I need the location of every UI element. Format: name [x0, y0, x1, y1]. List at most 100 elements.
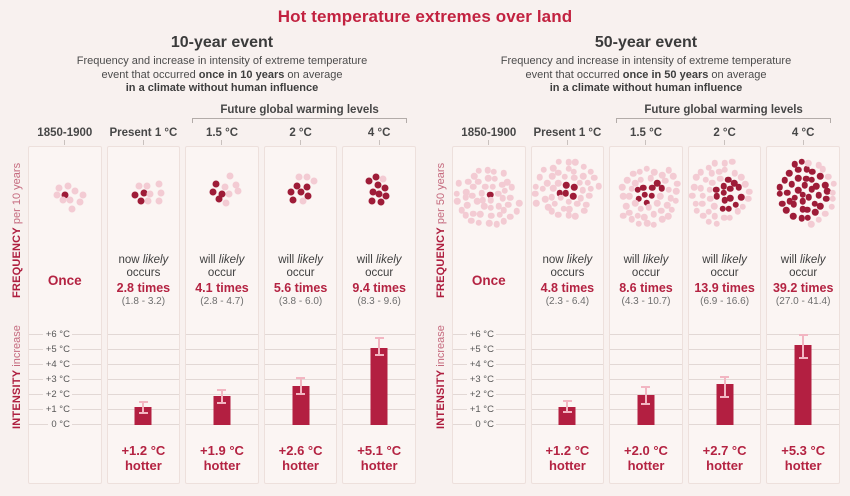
occurrence-dot-empty [499, 195, 507, 202]
occurrence-dot-empty [587, 185, 594, 193]
frequency-text: Once [453, 247, 525, 315]
occurrence-dot-filled [805, 193, 812, 201]
occurrence-dot-empty [571, 212, 579, 220]
occurrence-dot-filled [654, 180, 661, 187]
bracket-line [616, 117, 831, 123]
subtitle-line-1: Frequency and increase in intensity of e… [76, 55, 368, 67]
intensity-axis-bold: INTENSITY [11, 369, 23, 429]
occurrence-dot-empty [667, 195, 674, 202]
occurrence-dot-filled [140, 189, 148, 197]
occurrence-dot-empty [647, 174, 655, 182]
occurrence-dot-empty [706, 195, 714, 203]
hotter-value: +2.0 °C [624, 442, 668, 458]
frequency-times-value: 9.4 times [352, 280, 406, 295]
hotter-value: +1.2 °C [545, 442, 590, 458]
occurrence-dot-empty [516, 199, 523, 207]
gridline [610, 333, 682, 335]
occurrence-dot-empty [570, 174, 578, 182]
gridline [107, 363, 180, 365]
occurrence-dot-empty [576, 179, 583, 186]
occurrence-dot-empty [828, 203, 835, 211]
frequency-likely-word: likely [642, 253, 669, 266]
hotter-label: +5.1 °C hotter [343, 441, 415, 483]
occurrence-dot-empty [310, 177, 318, 185]
future-warming-bracket: Future global warming levels [607, 104, 840, 123]
intensity-error-bar [802, 334, 805, 359]
occurrence-dot-empty [643, 165, 650, 173]
error-bar-cap-bottom [217, 401, 227, 404]
frequency-line-1: now likely [118, 253, 169, 266]
occurrence-dot-empty [580, 163, 587, 170]
occurrence-dot-empty [670, 172, 677, 180]
column-header: 1850-1900 [28, 127, 102, 145]
error-bar-cap-bottom [296, 392, 306, 395]
occurrence-dot-empty [234, 187, 242, 195]
occurrence-dot-empty [659, 216, 666, 223]
occurrence-dot-empty [157, 189, 165, 197]
occurrence-dot-empty [551, 200, 558, 208]
column-header-tick [221, 139, 223, 145]
frequency-line-2: occur [631, 266, 661, 279]
occurrence-dot-empty [815, 162, 823, 169]
column-header-tick [724, 139, 726, 145]
future-warming-label: Future global warming levels [644, 103, 803, 116]
hotter-word: hotter [548, 457, 586, 473]
occurrence-dot-empty [653, 199, 661, 207]
frequency-line-1: now likely [542, 253, 593, 266]
hotter-label [29, 441, 101, 483]
occurrence-dot-empty [721, 166, 728, 174]
occurrence-dot-filled [790, 200, 797, 208]
scenario-card: will likely occur 13.9 times (6.9 - 16.6) +2… [687, 145, 762, 484]
subtitle-line-2-bold: once in 50 years [622, 68, 709, 81]
occurrence-dot-empty [453, 190, 461, 197]
occurrence-dot-empty [59, 196, 67, 204]
occurrence-dot-empty [500, 206, 508, 214]
occurrence-dot-filled [804, 206, 811, 213]
occurrence-dot-empty [635, 220, 643, 227]
subtitle-line-2-post: on average [284, 68, 343, 81]
occurrence-dot-filled [289, 196, 297, 204]
gridline [186, 378, 258, 380]
gridline [107, 393, 180, 395]
occurrence-dot-filled [303, 183, 311, 191]
column-header-label: 4 °C [791, 126, 815, 139]
occurrence-dot-empty [549, 173, 556, 180]
gridline [531, 378, 604, 380]
intensity-tick-label: +3 °C [466, 374, 496, 385]
occurrence-dot-empty [478, 189, 485, 197]
occurrence-dot-empty [708, 170, 715, 177]
occurrence-dot-empty [493, 221, 501, 228]
occurrence-dot-empty [573, 200, 581, 208]
occurrence-dot-empty [454, 198, 461, 205]
occurrence-dot-empty [475, 167, 482, 175]
occurrence-dot-empty [745, 195, 752, 202]
hotter-value: +5.1 °C [357, 442, 402, 458]
occurrence-dot-empty [565, 212, 573, 219]
frequency-text: will likely occur 9.4 times (8.3 - 9.6) [343, 247, 415, 315]
occurrence-dot-empty [500, 218, 507, 225]
scenario-card: will likely occur 4.1 times (2.8 - 4.7) +1.9… [185, 145, 259, 484]
frequency-line-1: will likely [780, 253, 826, 266]
intensity-bar [370, 348, 388, 425]
occurrence-dot-empty [566, 205, 573, 213]
page-title: Hot temperature extremes over land [277, 7, 573, 26]
occurrence-dot-empty [726, 214, 734, 221]
occurrence-dot-filled [377, 198, 385, 206]
occurrence-dot-filled [721, 197, 728, 204]
occurrence-dot-empty [232, 181, 240, 189]
intensity-chart [264, 315, 337, 441]
gridline [186, 363, 258, 365]
occurrence-dot-filled [784, 189, 791, 196]
occurrence-dot-empty [637, 205, 645, 213]
occurrence-dot-empty [705, 218, 713, 226]
bracket-line [192, 117, 407, 123]
frequency-line-2: occur [710, 266, 739, 279]
occurrence-dot-empty [819, 166, 826, 173]
occurrence-dot-empty [628, 216, 635, 223]
occurrence-dot-empty [477, 210, 484, 218]
occurrence-dot-filled [791, 161, 798, 168]
column-header-label: 1.5 °C [629, 126, 663, 139]
frequency-axis-label: FREQUENCY per 10 years [11, 161, 23, 298]
occurrence-dot-empty [632, 199, 639, 207]
occurrence-dot-empty [821, 210, 829, 217]
